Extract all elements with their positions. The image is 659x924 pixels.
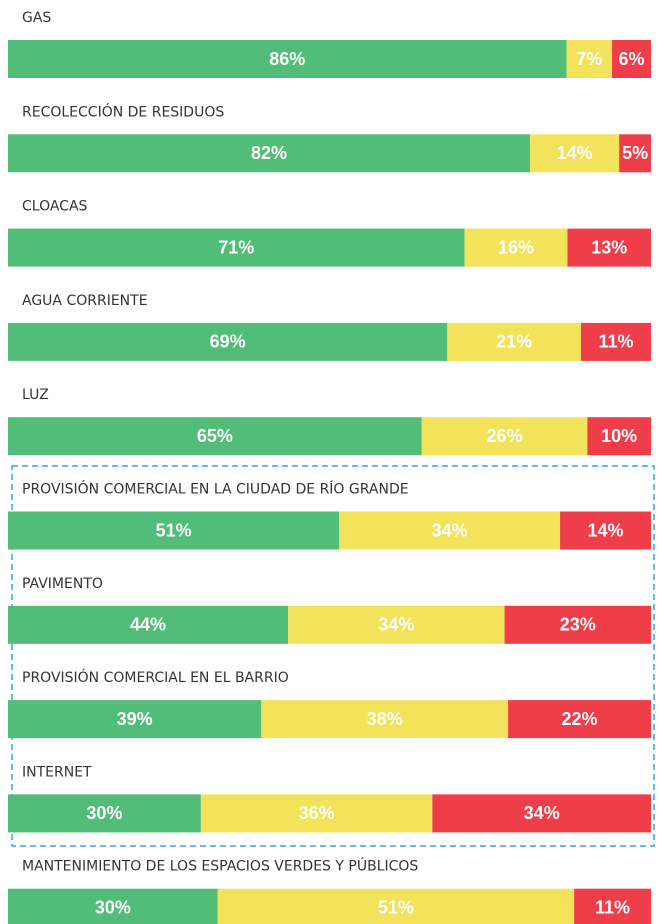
bar-segment (217, 888, 575, 924)
category-label: GAS (22, 10, 51, 26)
category-label: RECOLECCIÓN DE RESIDUOS (22, 102, 224, 120)
bar-segment (8, 228, 465, 267)
bar-segment (580, 322, 651, 361)
bar-segment (432, 794, 651, 833)
value-label: 39% (117, 709, 153, 729)
value-label: 23% (560, 615, 596, 635)
value-label: 65% (197, 426, 233, 446)
value-label: 21% (496, 332, 532, 352)
value-label: 10% (601, 426, 637, 446)
bar-segment (560, 511, 651, 550)
bar-segment (504, 605, 651, 644)
bar-segment (200, 794, 433, 833)
value-label: 5% (622, 143, 648, 163)
value-label: 34% (524, 803, 560, 823)
value-label: 34% (378, 615, 414, 635)
bar-segment (421, 417, 588, 456)
value-label: 36% (299, 803, 335, 823)
category-label: LUZ (22, 387, 49, 403)
bar-segment (508, 700, 651, 739)
value-label: 14% (588, 520, 624, 540)
value-label: 22% (562, 709, 598, 729)
value-label: 51% (156, 520, 192, 540)
value-label: 69% (210, 332, 246, 352)
bar-segment (8, 134, 531, 173)
value-label: 16% (498, 237, 534, 257)
bar-segment (587, 417, 651, 456)
bar-segment (567, 228, 651, 267)
category-label: PAVIMENTO (22, 576, 103, 592)
value-label: 26% (487, 426, 523, 446)
value-label: 6% (619, 49, 645, 69)
value-label: 14% (557, 143, 593, 163)
bar-segment (8, 511, 340, 550)
bar-segment (8, 605, 289, 644)
value-label: 44% (130, 615, 166, 635)
bar-segment (447, 322, 581, 361)
bar-segment (619, 134, 651, 173)
bar-segment (8, 40, 567, 78)
bar-segment (339, 511, 561, 550)
category-label: INTERNET (22, 764, 92, 780)
bar-segment (8, 794, 201, 833)
bar-segment (566, 40, 613, 78)
category-label: CLOACAS (22, 199, 88, 215)
value-label: 30% (95, 897, 131, 917)
value-label: 86% (269, 49, 305, 69)
value-label: 34% (432, 520, 468, 540)
bar-segment (464, 228, 568, 267)
bar-segment (261, 700, 509, 739)
bar-segment (612, 40, 651, 78)
category-label: PROVISIÓN COMERCIAL EN EL BARRIO (22, 668, 289, 686)
bar-segment (530, 134, 620, 173)
value-label: 82% (251, 143, 287, 163)
bar-segment (8, 322, 448, 361)
category-label: PROVISIÓN COMERCIAL EN LA CIUDAD DE RÍO … (22, 480, 409, 498)
bar-segment (8, 417, 422, 456)
bar-segment (574, 888, 651, 924)
value-label: 13% (591, 237, 627, 257)
value-label: 51% (378, 897, 414, 917)
bar-segment (8, 700, 262, 739)
value-label: 7% (576, 49, 602, 69)
category-label: AGUA CORRIENTE (22, 293, 148, 309)
highlight-box (11, 465, 655, 847)
category-label: MANTENIMIENTO DE LOS ESPACIOS VERDES Y P… (22, 857, 418, 875)
value-label: 11% (598, 332, 633, 352)
bar-segment (288, 605, 505, 644)
value-label: 11% (595, 897, 630, 917)
value-label: 30% (86, 803, 122, 823)
bar-segment (8, 888, 218, 924)
value-label: 71% (218, 237, 254, 257)
value-label: 38% (367, 709, 403, 729)
